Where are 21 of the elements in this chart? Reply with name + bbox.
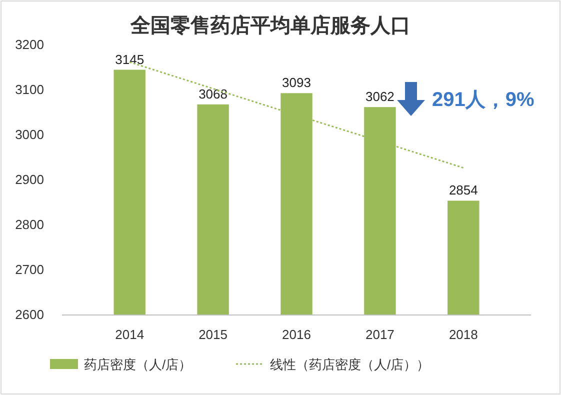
y-tick-label: 2700 bbox=[15, 262, 44, 277]
y-tick-label: 3200 bbox=[15, 37, 44, 52]
data-label: 2854 bbox=[448, 182, 478, 198]
y-tick-label: 2900 bbox=[15, 172, 44, 187]
data-label: 3093 bbox=[282, 75, 311, 90]
x-tick-label: 2015 bbox=[198, 327, 228, 342]
x-tick-label: 2018 bbox=[448, 327, 478, 342]
data-label: 3068 bbox=[198, 86, 228, 102]
legend-label: 药店密度（人/店） bbox=[84, 357, 192, 372]
legend-label: 线性（药店密度（人/店）） bbox=[270, 357, 430, 372]
data-label: 3145 bbox=[115, 52, 144, 67]
y-tick-label: 3100 bbox=[15, 82, 44, 97]
data-label: 3062 bbox=[365, 89, 394, 104]
annotation: 291人，9% bbox=[432, 89, 534, 111]
x-tick-label: 2017 bbox=[365, 327, 394, 342]
y-tick-label: 2800 bbox=[15, 217, 44, 232]
y-tick-label: 2600 bbox=[15, 307, 44, 322]
chart-title: 全国零售药店平均单店服务人口 bbox=[130, 14, 410, 37]
x-tick-label: 2016 bbox=[282, 327, 311, 342]
y-tick-label: 3000 bbox=[15, 127, 44, 142]
x-tick-label: 2014 bbox=[115, 327, 144, 342]
